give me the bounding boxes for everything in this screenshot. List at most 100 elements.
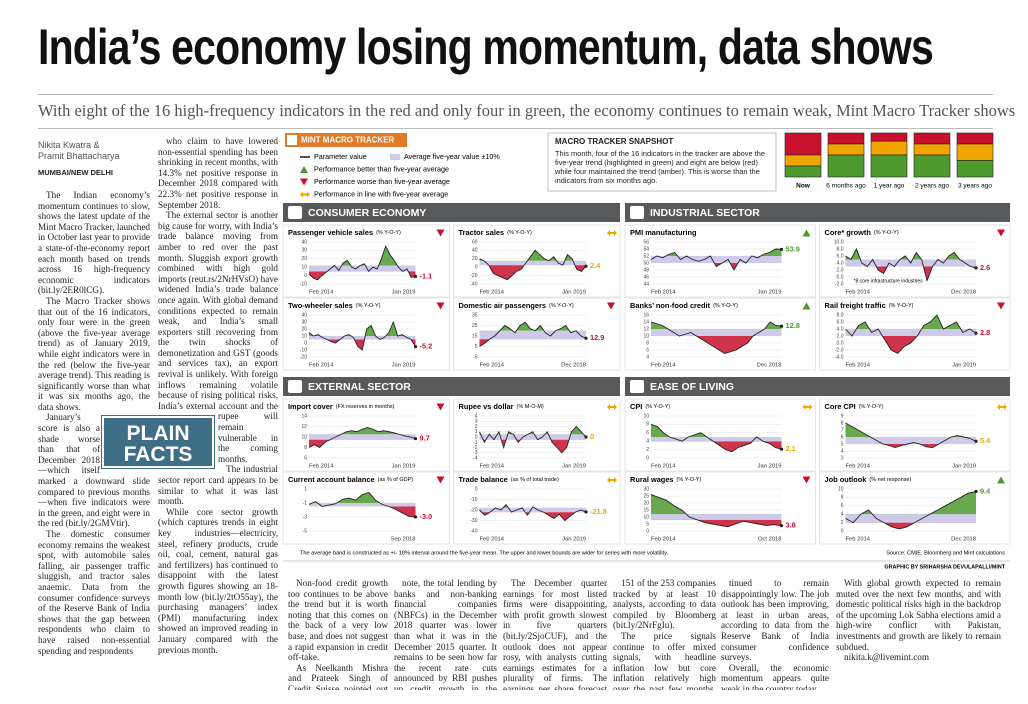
deviation-area bbox=[845, 315, 976, 329]
paragraph: The December quarter earnings for most l… bbox=[503, 578, 607, 690]
y-tick-label: 0 bbox=[304, 340, 307, 346]
chart-title: PMI manufacturing bbox=[630, 228, 697, 237]
y-tick-label: 6.0 bbox=[837, 253, 844, 259]
arrow-flat bbox=[802, 404, 813, 410]
legend-label: Average five-year value ±10% bbox=[404, 152, 500, 161]
arrow-up bbox=[802, 229, 811, 237]
chart-title: Two-wheeler sales (% Y-O-Y) bbox=[288, 301, 381, 310]
last-point bbox=[779, 447, 784, 451]
legend-label: Parameter value bbox=[314, 152, 367, 161]
credit: GRAPHIC BY SRIHARSHA DEVULAPALLI/MINT bbox=[884, 564, 1005, 570]
arrow-flat bbox=[300, 191, 310, 198]
y-tick-label: -5 bbox=[473, 354, 478, 360]
arrow-flat bbox=[607, 404, 617, 410]
y-tick-label: -2.0 bbox=[835, 347, 844, 353]
y-tick-label: 0 bbox=[841, 528, 844, 534]
x-start-label: Feb 2014 bbox=[480, 363, 505, 369]
x-start-label: Feb 2014 bbox=[846, 464, 871, 470]
paragraph: 151 of the 253 companies tracked by at l… bbox=[613, 578, 716, 631]
section-icon bbox=[288, 206, 302, 219]
value-label: 5.4 bbox=[980, 436, 991, 445]
x-end-label: Jan 2019 bbox=[562, 464, 586, 470]
value-label: -21.8 bbox=[590, 507, 607, 516]
last-point bbox=[413, 436, 418, 441]
snapshot-text: This month, four of the 16 indicators in… bbox=[555, 149, 765, 185]
value-label: -1.1 bbox=[420, 271, 433, 280]
chart-unit: (FX reserves in months) bbox=[336, 404, 395, 410]
deviation-area bbox=[651, 249, 782, 256]
deviation-area bbox=[309, 246, 416, 266]
chart-title: Rail freight traffic (% Y-O-Y) bbox=[825, 301, 914, 310]
y-tick-label: 12 bbox=[643, 326, 649, 332]
chart-name: Rupee vs dollar bbox=[459, 402, 514, 411]
y-tick-label: 7 bbox=[841, 427, 844, 433]
average-band bbox=[479, 330, 586, 340]
chart-name: Two-wheeler sales bbox=[288, 301, 353, 310]
y-tick-label: 0 bbox=[304, 273, 307, 279]
value-line bbox=[308, 427, 416, 449]
y-tick-label: 4 bbox=[841, 512, 844, 518]
paragraph: January’s score is also a shade worse th… bbox=[38, 412, 150, 529]
last-point bbox=[413, 274, 418, 279]
x-start-label: Feb 2014 bbox=[846, 290, 871, 296]
y-tick-label: 8 bbox=[841, 495, 844, 501]
x-end-label: Dec 2018 bbox=[757, 363, 782, 369]
arrow-down bbox=[436, 403, 445, 411]
paragraph: who claim to have lowered non-essential … bbox=[158, 136, 278, 210]
chart-unit: (% net response) bbox=[869, 477, 911, 483]
section-header bbox=[625, 377, 1010, 396]
average-band bbox=[845, 514, 976, 523]
y-tick-label: 60 bbox=[472, 239, 478, 245]
average-band bbox=[845, 437, 976, 444]
chart-name: Rural wages bbox=[630, 475, 674, 484]
last-point bbox=[974, 489, 978, 494]
last-point bbox=[584, 510, 588, 514]
section-icon bbox=[630, 206, 644, 219]
deviation-area bbox=[309, 322, 416, 336]
value-line bbox=[845, 422, 977, 448]
x-end-label: Jan 2019 bbox=[392, 464, 416, 470]
chart-unit: (% Y-O-Y) bbox=[645, 404, 670, 410]
y-tick-label: 15 bbox=[472, 333, 478, 339]
snapshot-segment bbox=[827, 154, 865, 178]
deviation-area bbox=[309, 439, 416, 448]
y-tick-label: 0.0 bbox=[837, 274, 844, 280]
chart-unit: (% Y-O-Y) bbox=[549, 303, 574, 309]
x-start-label: Feb 2014 bbox=[309, 464, 334, 470]
y-tick-label: -3 bbox=[303, 514, 308, 520]
chart-name: Job outlook bbox=[825, 475, 868, 484]
x-start-label: Feb 2014 bbox=[846, 537, 871, 543]
arrow-flat bbox=[607, 477, 617, 483]
section-title: INDUSTRIAL SECTOR bbox=[650, 207, 760, 219]
chart-title: Current account balance (as % of GDP) bbox=[288, 475, 413, 484]
x-end-label: Dec 2018 bbox=[951, 290, 976, 296]
arrow-down bbox=[997, 229, 1005, 237]
average-band bbox=[651, 437, 782, 442]
x-start-label: Feb 2014 bbox=[846, 363, 871, 369]
x-end-label: Jan 2019 bbox=[392, 363, 416, 369]
paragraph: The Macro Tracker shows that out of the … bbox=[38, 295, 150, 412]
paragraph: With global growth expected to remain mu… bbox=[836, 578, 1001, 652]
chart-unit: (% Y-O-Y) bbox=[874, 230, 899, 236]
x-end-label: Jan 2019 bbox=[952, 363, 976, 369]
y-tick-label: 50 bbox=[643, 260, 649, 266]
average-band bbox=[845, 329, 976, 336]
y-tick-label: -1 bbox=[473, 440, 478, 446]
legend-label: Performance worse than five-year average bbox=[314, 177, 450, 186]
y-tick-label: -4 bbox=[473, 455, 478, 461]
value-label: 53.9 bbox=[786, 244, 800, 253]
y-tick-label: 10 bbox=[643, 514, 649, 520]
last-point bbox=[974, 439, 978, 443]
value-label: -3.0 bbox=[420, 512, 433, 521]
last-point bbox=[779, 324, 784, 328]
value-label: -5.2 bbox=[420, 342, 433, 351]
section-icon bbox=[288, 380, 302, 393]
average-band bbox=[651, 256, 782, 263]
rule bbox=[38, 128, 993, 129]
deviation-area bbox=[845, 336, 976, 354]
section-header bbox=[283, 203, 620, 222]
snapshot-segment bbox=[870, 132, 908, 142]
x-start-label: Feb 2014 bbox=[480, 464, 505, 470]
arrow-up bbox=[802, 302, 811, 310]
value-line bbox=[845, 491, 977, 530]
